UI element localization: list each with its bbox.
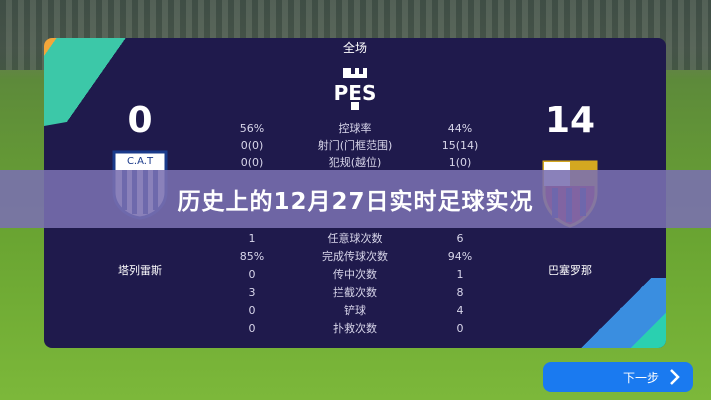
stat-label: 完成传球次数 xyxy=(322,250,388,263)
stat-label: 控球率 xyxy=(338,122,372,135)
stat-away: 8 xyxy=(456,286,464,299)
home-team-name: 塔列雷斯 xyxy=(118,264,162,277)
pes-logo: PES xyxy=(334,68,377,110)
stat-home: 56% xyxy=(239,122,265,135)
chevron-right-icon xyxy=(670,369,680,385)
svg-text:PES: PES xyxy=(334,81,377,105)
stat-home: 0 xyxy=(248,268,256,281)
period-label: 全场 xyxy=(342,41,368,55)
stat-away: 94% xyxy=(447,250,473,263)
stat-label: 铲球 xyxy=(344,304,366,317)
away-score: 14 xyxy=(544,100,596,141)
stat-away: 4 xyxy=(456,304,464,317)
stat-home: 0(0) xyxy=(240,139,264,152)
home-score: 0 xyxy=(127,100,153,141)
stat-away: 44% xyxy=(447,122,473,135)
stat-away: 15(14) xyxy=(441,139,479,152)
decor-stripe xyxy=(486,278,666,348)
stat-label: 传中次数 xyxy=(333,268,377,281)
decor-stripe xyxy=(44,38,193,135)
stat-home: 0(0) xyxy=(240,156,264,169)
stat-away: 1(0) xyxy=(448,156,472,169)
title-banner: 历史上的12月27日实时足球实况 xyxy=(0,170,711,228)
stat-home: 3 xyxy=(248,286,256,299)
stat-away: 1 xyxy=(456,268,464,281)
stat-label: 扑救次数 xyxy=(333,322,377,335)
next-label: 下一步 xyxy=(622,370,659,385)
stat-away: 0 xyxy=(456,322,464,335)
stat-label: 拦截次数 xyxy=(333,286,377,299)
stat-home: 0 xyxy=(248,322,256,335)
away-team-name: 巴塞罗那 xyxy=(548,264,592,277)
stat-label: 犯规(越位) xyxy=(328,156,382,169)
next-button[interactable]: 下一步 xyxy=(543,362,693,392)
banner-title: 历史上的12月27日实时足球实况 xyxy=(177,189,534,215)
stat-home: 1 xyxy=(248,232,256,245)
home-badge-text: C.A.T xyxy=(127,156,154,167)
stat-label: 任意球次数 xyxy=(327,232,383,245)
stat-home: 85% xyxy=(239,250,265,263)
stat-label: 射门(门框范围) xyxy=(317,139,393,152)
stat-away: 6 xyxy=(456,232,464,245)
stat-home: 0 xyxy=(248,304,256,317)
